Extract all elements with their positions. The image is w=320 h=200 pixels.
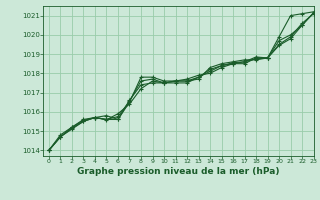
X-axis label: Graphe pression niveau de la mer (hPa): Graphe pression niveau de la mer (hPa) xyxy=(77,167,280,176)
